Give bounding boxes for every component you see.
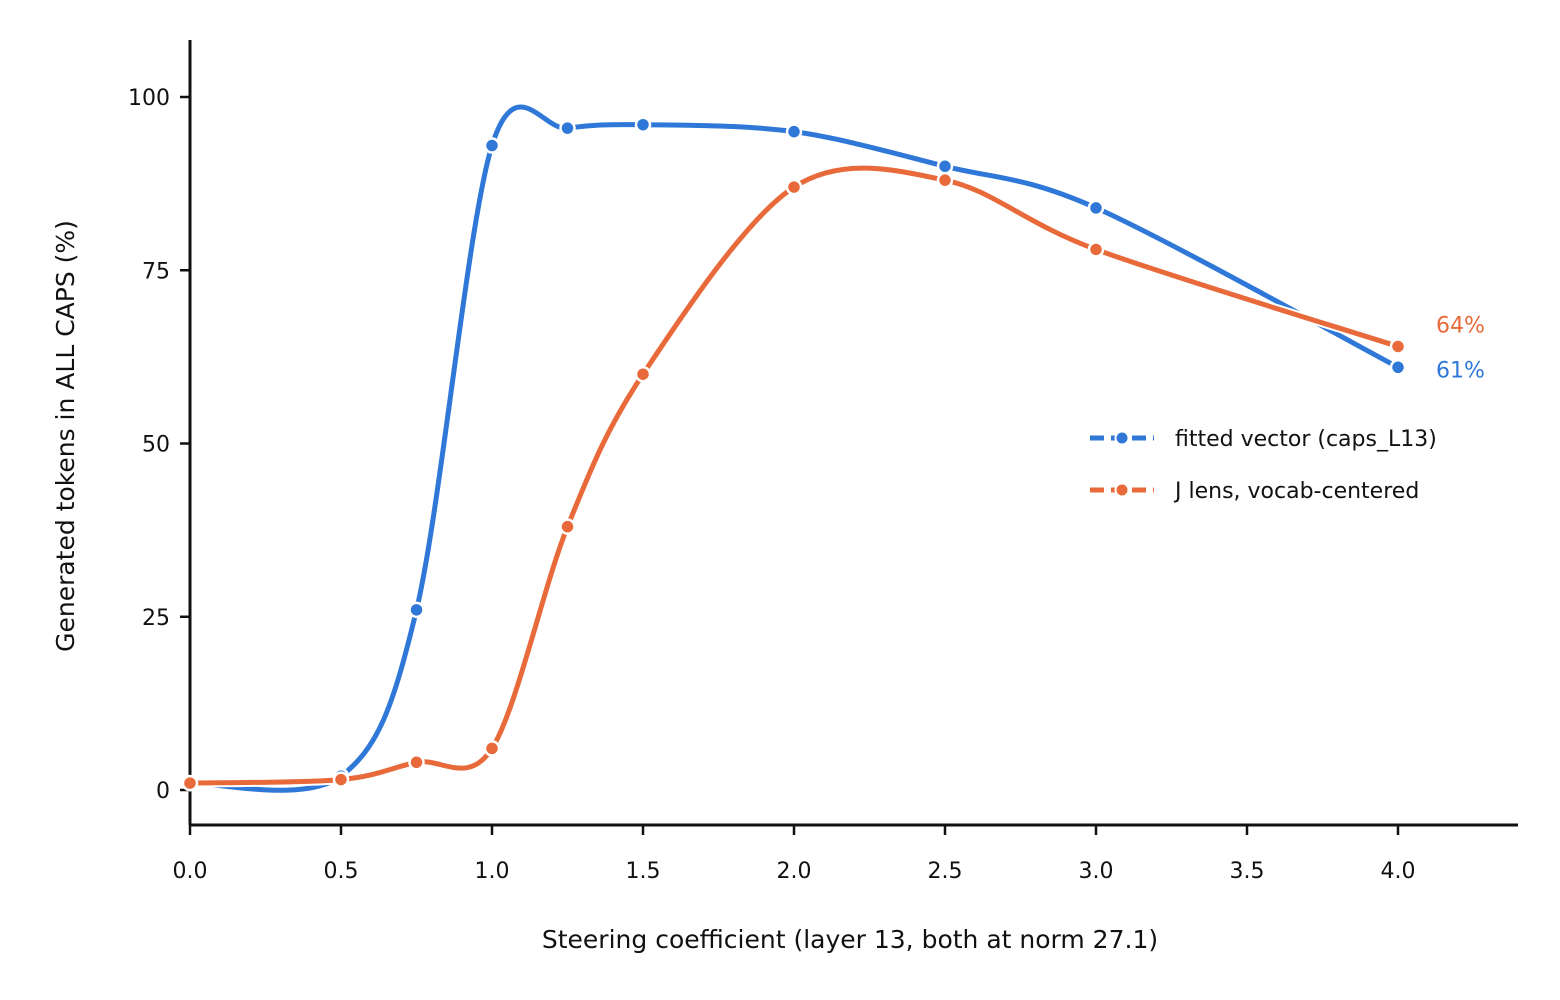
data-point <box>181 774 199 792</box>
axes <box>188 40 1518 827</box>
series-line <box>187 104 1401 793</box>
data-point <box>559 518 576 535</box>
data-point <box>483 740 501 757</box>
series-line <box>187 165 1401 786</box>
data-point <box>559 119 576 137</box>
x-tick-label: 1.0 <box>475 859 510 884</box>
data-point <box>936 171 954 189</box>
legend-label-j-lens: J lens, vocab-centered <box>1173 479 1419 504</box>
series-line-halo <box>185 163 1403 788</box>
data-point <box>1087 199 1105 217</box>
series-j-lens <box>181 163 1407 792</box>
x-tick-label: 1.5 <box>626 859 661 884</box>
data-point <box>634 116 652 133</box>
legend-marker-j-lens <box>1114 482 1130 498</box>
end-label-fitted-vector: 61% <box>1436 358 1485 383</box>
y-tick-label: 50 <box>142 433 170 458</box>
data-point <box>408 754 425 771</box>
y-tick-label: 25 <box>142 606 170 631</box>
data-point <box>785 178 803 196</box>
data-point <box>936 158 954 175</box>
data-point <box>408 601 425 619</box>
x-tick-label: 2.5 <box>928 859 963 884</box>
data-point <box>1087 241 1105 258</box>
end-label-j-lens: 64% <box>1436 313 1485 338</box>
y-axis-label: Generated tokens in ALL CAPS (%) <box>51 220 80 652</box>
data-point <box>483 137 501 154</box>
data-point <box>332 771 350 788</box>
x-tick-label: 0.5 <box>324 859 359 884</box>
data-point <box>634 365 652 383</box>
y-tick-label: 0 <box>156 779 170 804</box>
legend: fitted vector (caps_L13) J lens, vocab-c… <box>1090 427 1437 504</box>
y-tick-label: 75 <box>142 259 170 284</box>
x-axis-label: Steering coefficient (layer 13, both at … <box>542 925 1158 954</box>
legend-marker-fitted-vector <box>1114 430 1130 446</box>
x-tick-label: 0.0 <box>173 859 208 884</box>
x-tick-label: 2.0 <box>777 859 812 884</box>
x-tick-label: 3.0 <box>1079 859 1114 884</box>
data-point <box>1389 338 1407 355</box>
x-tick-label: 3.5 <box>1230 859 1265 884</box>
x-tick-label: 4.0 <box>1381 859 1416 884</box>
series: 61% 64% <box>181 102 1485 795</box>
ticks: 0.0 0.5 1.0 1.5 2.0 2.5 3.0 3.5 4.0 0 25 50 75 100 <box>128 86 1416 884</box>
y-tick-label: 100 <box>128 86 170 111</box>
data-point <box>1389 359 1407 376</box>
data-point <box>785 123 803 140</box>
legend-label-fitted-vector: fitted vector (caps_L13) <box>1175 427 1437 452</box>
